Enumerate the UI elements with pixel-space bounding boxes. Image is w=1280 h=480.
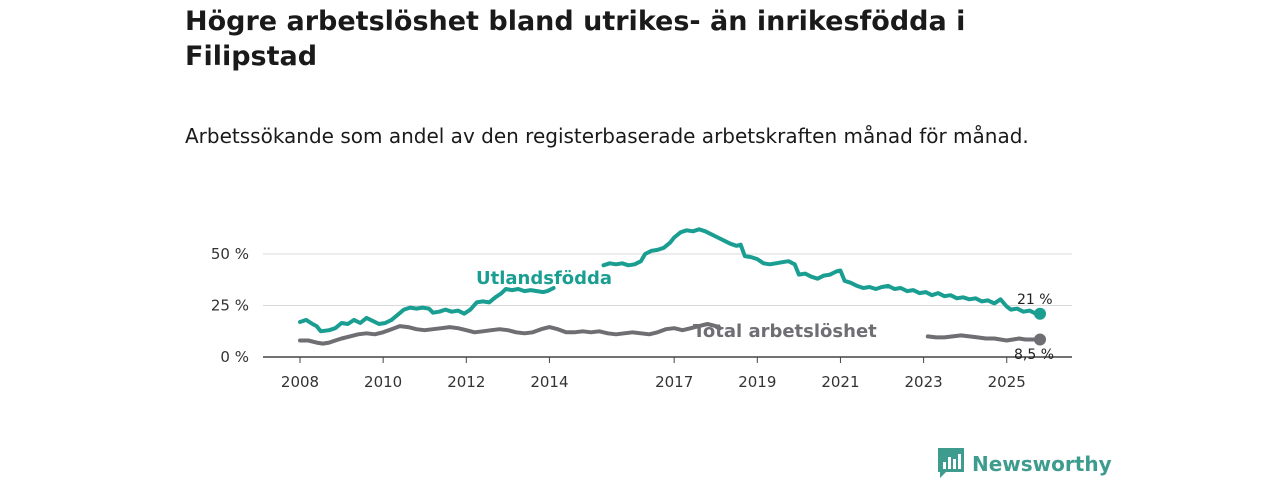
end-value-total-arbetsloshet: 8,5 % xyxy=(1014,347,1054,363)
chart-subtitle: Arbetssökande som andel av den registerb… xyxy=(185,124,1029,148)
x-tick-label: 2023 xyxy=(905,373,943,391)
y-tick-label: 50 % xyxy=(211,245,249,263)
end-point-utlandsfodda xyxy=(1034,307,1046,320)
series-label-utlandsfodda: Utlandsfödda xyxy=(476,268,612,289)
x-tick-label: 2019 xyxy=(738,373,776,391)
x-tick-label: 2012 xyxy=(447,373,485,391)
label-layer: 0 % 25 % 50 % 2008 2010 2012 2014 2017 2019 2021 2… xyxy=(211,245,1054,391)
end-point-total-arbetsloshet xyxy=(1034,333,1046,346)
y-tick-label: 25 % xyxy=(211,297,249,315)
x-tick-label: 2014 xyxy=(530,373,568,391)
x-tick-label: 2008 xyxy=(281,373,319,391)
x-tick-label: 2021 xyxy=(821,373,859,391)
series-line-total-arbetsloshet xyxy=(925,333,1042,343)
end-value-utlandsfodda: 21 % xyxy=(1017,292,1053,308)
brand-logo: Newsworthy xyxy=(938,448,1112,480)
series-line-utlandsfodda xyxy=(298,286,556,334)
series-layer xyxy=(298,227,1046,346)
newsworthy-logo-icon xyxy=(938,448,964,478)
x-tick-label: 2010 xyxy=(364,373,402,391)
grid-layer xyxy=(263,253,1072,363)
chart-title: Högre arbetslöshet bland utrikes- än inr… xyxy=(185,6,966,72)
series-line-total-arbetsloshet xyxy=(298,322,722,346)
series-line-utlandsfodda xyxy=(601,227,1042,316)
x-tick-label: 2025 xyxy=(988,373,1026,391)
x-tick-label: 2017 xyxy=(655,373,693,391)
y-tick-label: 0 % xyxy=(220,348,249,366)
series-label-total-arbetsloshet: Total arbetslöshet xyxy=(693,321,877,342)
brand-name: Newsworthy xyxy=(972,452,1112,476)
